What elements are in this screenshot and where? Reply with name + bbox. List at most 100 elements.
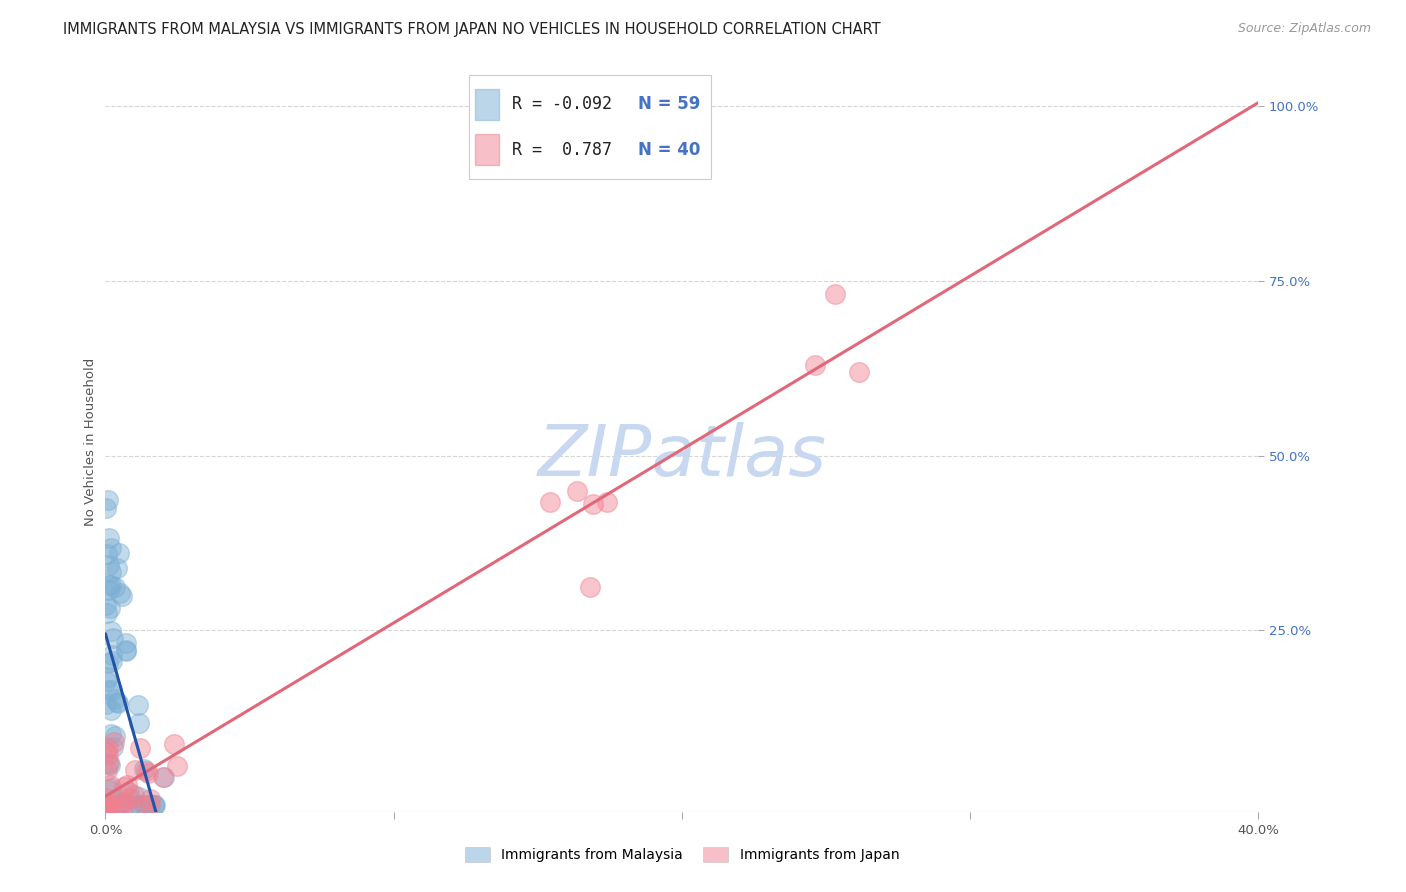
Point — [94, 797, 117, 812]
Point — [104, 692, 127, 706]
Point — [94, 745, 117, 759]
Point — [94, 674, 117, 689]
Point — [101, 648, 124, 662]
Point — [105, 561, 128, 575]
Point — [94, 697, 117, 711]
Point — [115, 644, 138, 658]
Point — [107, 695, 129, 709]
Point — [100, 565, 122, 579]
Point — [112, 780, 135, 794]
Point — [97, 741, 120, 756]
Point — [98, 578, 121, 592]
Point — [94, 501, 117, 516]
Point — [136, 765, 159, 780]
Point — [100, 624, 122, 639]
Point — [153, 770, 176, 784]
Point — [104, 580, 127, 594]
FancyBboxPatch shape — [468, 75, 711, 178]
Point — [98, 756, 121, 770]
Point — [128, 741, 150, 756]
Point — [128, 715, 150, 730]
Point — [101, 683, 124, 698]
Point — [100, 797, 122, 812]
Point — [97, 583, 120, 598]
Point — [100, 600, 122, 615]
Point — [138, 797, 160, 812]
Point — [97, 797, 120, 812]
Point — [115, 778, 138, 792]
Point — [127, 698, 149, 712]
Point — [114, 797, 136, 811]
Point — [98, 778, 121, 792]
Point — [848, 365, 870, 379]
Point — [97, 669, 120, 683]
Text: N = 59: N = 59 — [638, 95, 700, 113]
Point — [97, 747, 120, 762]
Point — [152, 770, 174, 784]
Point — [824, 287, 846, 301]
Point — [98, 797, 121, 812]
Point — [132, 762, 155, 776]
Point — [128, 797, 150, 812]
Point — [100, 578, 122, 592]
Point — [97, 797, 120, 812]
Legend: Immigrants from Malaysia, Immigrants from Japan: Immigrants from Malaysia, Immigrants fro… — [460, 842, 904, 868]
Point — [538, 495, 561, 509]
Point — [122, 788, 145, 802]
Point — [98, 531, 121, 545]
Point — [96, 547, 118, 561]
Point — [124, 764, 146, 778]
Point — [97, 797, 120, 812]
FancyBboxPatch shape — [475, 88, 499, 120]
Point — [98, 558, 121, 572]
Point — [108, 797, 131, 812]
Point — [596, 495, 619, 509]
Point — [100, 541, 122, 555]
Text: ZIPatlas: ZIPatlas — [537, 422, 827, 491]
Point — [98, 757, 121, 772]
Point — [100, 727, 122, 741]
Point — [110, 796, 132, 810]
Y-axis label: No Vehicles in Household: No Vehicles in Household — [84, 358, 97, 525]
Point — [145, 797, 167, 812]
Point — [101, 632, 124, 646]
FancyBboxPatch shape — [475, 134, 499, 165]
Point — [94, 599, 117, 613]
Point — [98, 797, 121, 812]
Point — [117, 785, 139, 799]
Point — [134, 797, 156, 812]
Point — [96, 763, 118, 777]
Point — [97, 493, 120, 508]
Point — [97, 757, 120, 772]
Text: Source: ZipAtlas.com: Source: ZipAtlas.com — [1237, 22, 1371, 36]
Point — [104, 729, 127, 743]
Point — [579, 580, 602, 594]
Point — [166, 759, 188, 773]
Point — [112, 795, 135, 809]
Point — [100, 797, 122, 812]
Point — [115, 636, 138, 650]
Point — [120, 797, 142, 812]
Point — [100, 703, 122, 717]
Point — [163, 737, 186, 751]
Point — [128, 789, 150, 804]
Point — [107, 546, 129, 560]
Point — [96, 656, 118, 670]
Point — [582, 497, 605, 511]
Text: IMMIGRANTS FROM MALAYSIA VS IMMIGRANTS FROM JAPAN NO VEHICLES IN HOUSEHOLD CORRE: IMMIGRANTS FROM MALAYSIA VS IMMIGRANTS F… — [63, 22, 882, 37]
Point — [97, 683, 120, 698]
Point — [804, 358, 827, 372]
Point — [103, 735, 125, 749]
Text: R = -0.092: R = -0.092 — [512, 95, 612, 113]
Point — [107, 696, 129, 710]
Point — [117, 790, 139, 805]
Point — [100, 780, 122, 795]
Point — [565, 484, 588, 499]
Point — [108, 586, 131, 600]
Point — [103, 739, 125, 754]
Text: N = 40: N = 40 — [638, 141, 700, 159]
Point — [127, 797, 149, 812]
Point — [101, 654, 124, 668]
Point — [135, 764, 157, 778]
Point — [139, 797, 162, 812]
